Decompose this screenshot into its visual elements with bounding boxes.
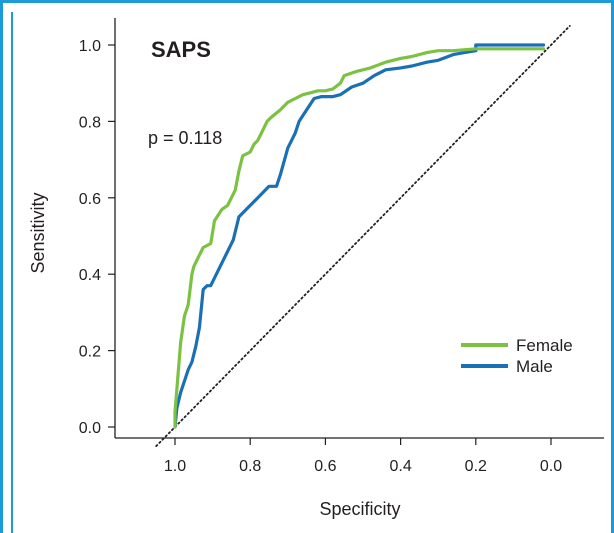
x-tick-label: 0.0	[540, 458, 562, 475]
y-tick-label: 0.0	[79, 420, 101, 437]
legend-label-female: Female	[516, 336, 573, 355]
y-tick-label: 0.2	[79, 344, 101, 361]
y-tick-label: 0.8	[79, 114, 101, 131]
series-line-female	[173, 47, 546, 429]
reference-diagonal	[155, 24, 571, 448]
x-axis-label: Specificity	[319, 499, 400, 519]
y-tick-label: 0.6	[79, 191, 101, 208]
x-tick-label: 1.0	[164, 458, 186, 475]
y-tick-label: 0.4	[79, 267, 101, 284]
frame-border-right	[611, 0, 614, 533]
axis-ticks: 1.0 0.8 0.6 0.4 0.2 0.0 0.0 0.2 0.4 0.6 0.8 1.0	[79, 38, 562, 475]
roc-curves	[173, 43, 546, 429]
chart-title: SAPS	[151, 37, 211, 62]
p-value-annotation: p = 0.118	[148, 128, 222, 148]
reference-line	[155, 24, 571, 448]
y-tick-label: 1.0	[79, 38, 101, 55]
x-tick-label: 0.6	[314, 458, 336, 475]
legend: Female Male	[461, 336, 573, 376]
x-tick-label: 0.8	[239, 458, 261, 475]
series-line-male	[173, 43, 546, 429]
x-tick-label: 0.4	[389, 458, 411, 475]
frame-inner-line	[11, 12, 13, 533]
x-tick-label: 0.2	[465, 458, 487, 475]
frame-border-left	[0, 0, 3, 533]
legend-label-male: Male	[516, 357, 553, 376]
y-axis-label: Sensitivity	[28, 192, 48, 273]
frame-border-top	[0, 0, 614, 3]
